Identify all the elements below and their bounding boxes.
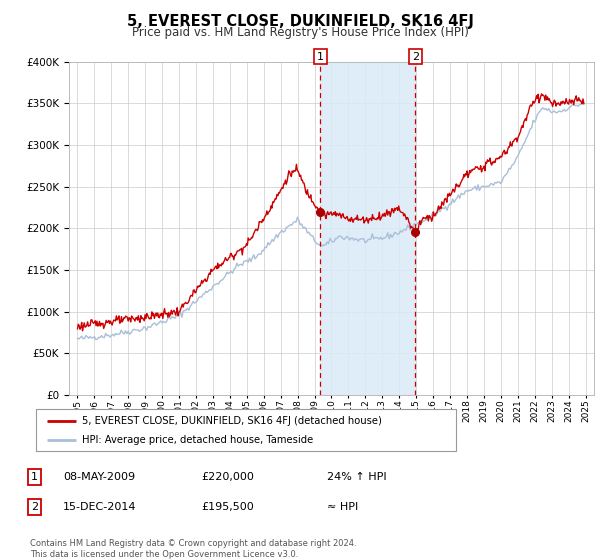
Text: 1: 1: [317, 52, 324, 62]
Text: 08-MAY-2009: 08-MAY-2009: [63, 472, 135, 482]
Text: HPI: Average price, detached house, Tameside: HPI: Average price, detached house, Tame…: [82, 435, 313, 445]
Text: £220,000: £220,000: [201, 472, 254, 482]
Text: 5, EVEREST CLOSE, DUKINFIELD, SK16 4FJ: 5, EVEREST CLOSE, DUKINFIELD, SK16 4FJ: [127, 14, 473, 29]
Text: 2: 2: [412, 52, 419, 62]
FancyBboxPatch shape: [36, 409, 456, 451]
Text: 5, EVEREST CLOSE, DUKINFIELD, SK16 4FJ (detached house): 5, EVEREST CLOSE, DUKINFIELD, SK16 4FJ (…: [82, 416, 382, 426]
Text: £195,500: £195,500: [201, 502, 254, 512]
Text: Price paid vs. HM Land Registry's House Price Index (HPI): Price paid vs. HM Land Registry's House …: [131, 26, 469, 39]
Text: 1: 1: [31, 472, 38, 482]
Text: Contains HM Land Registry data © Crown copyright and database right 2024.: Contains HM Land Registry data © Crown c…: [30, 539, 356, 548]
Text: 2: 2: [31, 502, 38, 512]
Text: 24% ↑ HPI: 24% ↑ HPI: [327, 472, 386, 482]
Text: This data is licensed under the Open Government Licence v3.0.: This data is licensed under the Open Gov…: [30, 550, 298, 559]
Text: ≈ HPI: ≈ HPI: [327, 502, 358, 512]
Bar: [320, 62, 415, 395]
Text: 15-DEC-2014: 15-DEC-2014: [63, 502, 137, 512]
